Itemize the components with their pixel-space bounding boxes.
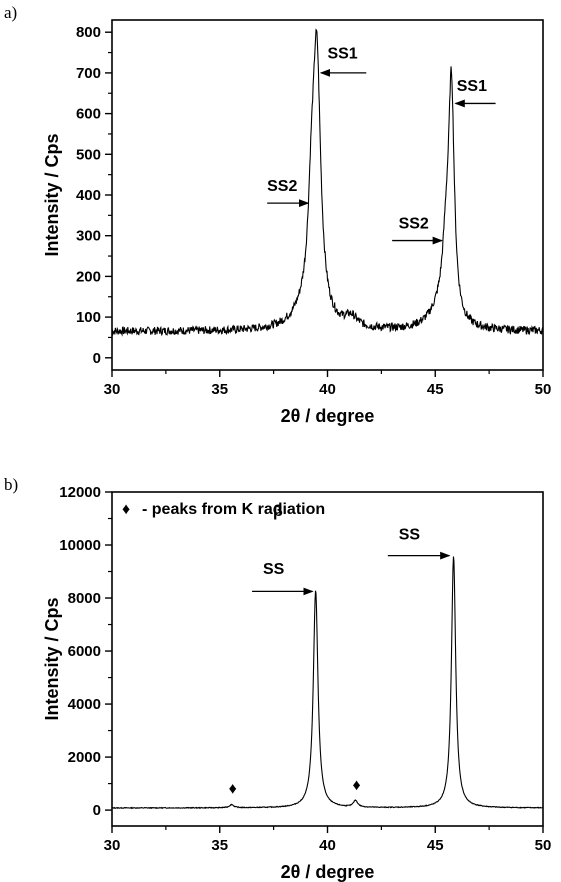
y-tick-label: 700 bbox=[76, 65, 101, 82]
y-tick-label: 300 bbox=[76, 228, 101, 245]
y-tick-label: 600 bbox=[76, 106, 101, 123]
x-tick-label: 50 bbox=[535, 837, 552, 854]
x-tick-label: 40 bbox=[319, 381, 336, 398]
x-tick-label: 45 bbox=[427, 381, 444, 398]
peak-annotation-label: SS2 bbox=[399, 215, 429, 232]
panel-b: b) 30 35 40 45 50 0 2000 4000 6000 8000 10000 12000 2… bbox=[4, 475, 551, 882]
y-tick-label: 0 bbox=[93, 802, 101, 819]
x-tick-label: 35 bbox=[211, 381, 228, 398]
xrd-pattern-line bbox=[111, 556, 544, 810]
x-tick-label: 30 bbox=[104, 837, 121, 854]
x-tick-label: 35 bbox=[211, 837, 228, 854]
peak-annotation-label: SS1 bbox=[457, 78, 487, 95]
peak-annotation-label: SS bbox=[399, 527, 421, 544]
legend-diamond-icon: ♦ bbox=[122, 501, 130, 518]
y-axis-title: Intensity / Cps bbox=[42, 597, 62, 720]
legend-text: - peaks from K radiation bbox=[142, 501, 325, 518]
x-tick-label: 50 bbox=[535, 381, 552, 398]
y-tick-label: 2000 bbox=[68, 749, 101, 766]
kbeta-diamond-marker: ♦ bbox=[229, 781, 237, 798]
peak-annotation-label: SS bbox=[263, 561, 285, 578]
x-tick-label: 30 bbox=[104, 381, 121, 398]
x-axis-title: 2θ / degree bbox=[281, 862, 375, 882]
y-tick-label: 4000 bbox=[68, 696, 101, 713]
y-tick-label: 0 bbox=[93, 350, 101, 367]
y-tick-label: 400 bbox=[76, 187, 101, 204]
peak-annotation-label: SS1 bbox=[327, 46, 357, 63]
x-tick-label: 40 bbox=[319, 837, 336, 854]
y-tick-label: 100 bbox=[76, 309, 101, 326]
y-axis-title: Intensity / Cps bbox=[42, 133, 62, 256]
y-tick-label: 500 bbox=[76, 146, 101, 163]
y-tick-label: 6000 bbox=[68, 643, 101, 660]
y-tick-label: 12000 bbox=[59, 484, 101, 501]
peak-annotation-label: SS2 bbox=[267, 178, 297, 195]
xrd-pattern-line bbox=[111, 28, 544, 337]
kbeta-diamond-marker: ♦ bbox=[353, 777, 361, 794]
y-tick-label: 800 bbox=[76, 24, 101, 41]
panel-label: b) bbox=[4, 475, 18, 494]
panel-a: a)30 35 40 45 5001002003004005006007008002θ … bbox=[4, 3, 551, 426]
x-tick-label: 45 bbox=[427, 837, 444, 854]
plot-frame bbox=[111, 491, 544, 827]
x-axis-title: 2θ / degree bbox=[281, 406, 375, 426]
y-tick-label: 200 bbox=[76, 268, 101, 285]
y-tick-label: 8000 bbox=[68, 590, 101, 607]
legend-beta-symbol: β bbox=[273, 503, 283, 520]
y-tick-label: 10000 bbox=[59, 537, 101, 554]
panel-label: a) bbox=[4, 3, 17, 22]
